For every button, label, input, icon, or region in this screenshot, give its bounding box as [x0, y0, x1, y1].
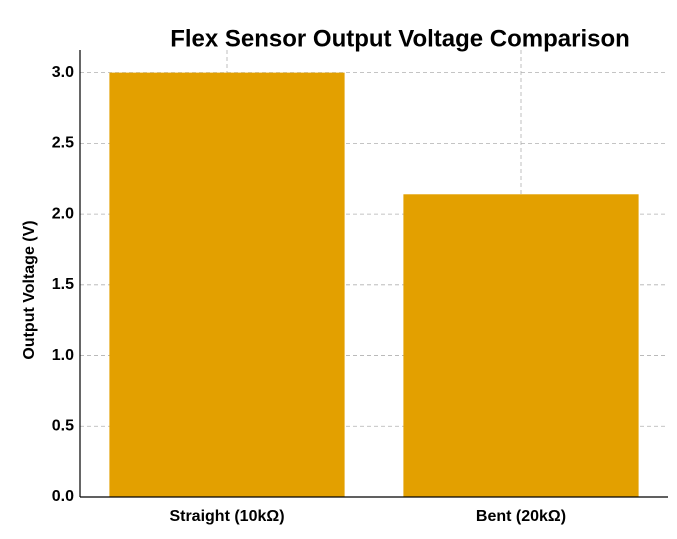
bar — [403, 194, 639, 498]
y-tick-label: 3.0 — [52, 64, 74, 81]
y-axis-label: Output Voltage (V) — [21, 220, 38, 359]
x-tick-label: Bent (20kΩ) — [476, 508, 566, 525]
y-tick-label: 1.5 — [52, 276, 74, 293]
y-tick-label: 0.0 — [52, 488, 74, 505]
chart-title: Flex Sensor Output Voltage Comparison — [170, 25, 630, 52]
bar — [109, 72, 345, 498]
y-tick-label: 2.0 — [52, 205, 74, 222]
y-tick-label: 2.5 — [52, 135, 74, 152]
x-tick-label: Straight (10kΩ) — [169, 508, 284, 525]
y-tick-label: 1.0 — [52, 347, 74, 364]
y-tick-label: 0.5 — [52, 417, 74, 434]
